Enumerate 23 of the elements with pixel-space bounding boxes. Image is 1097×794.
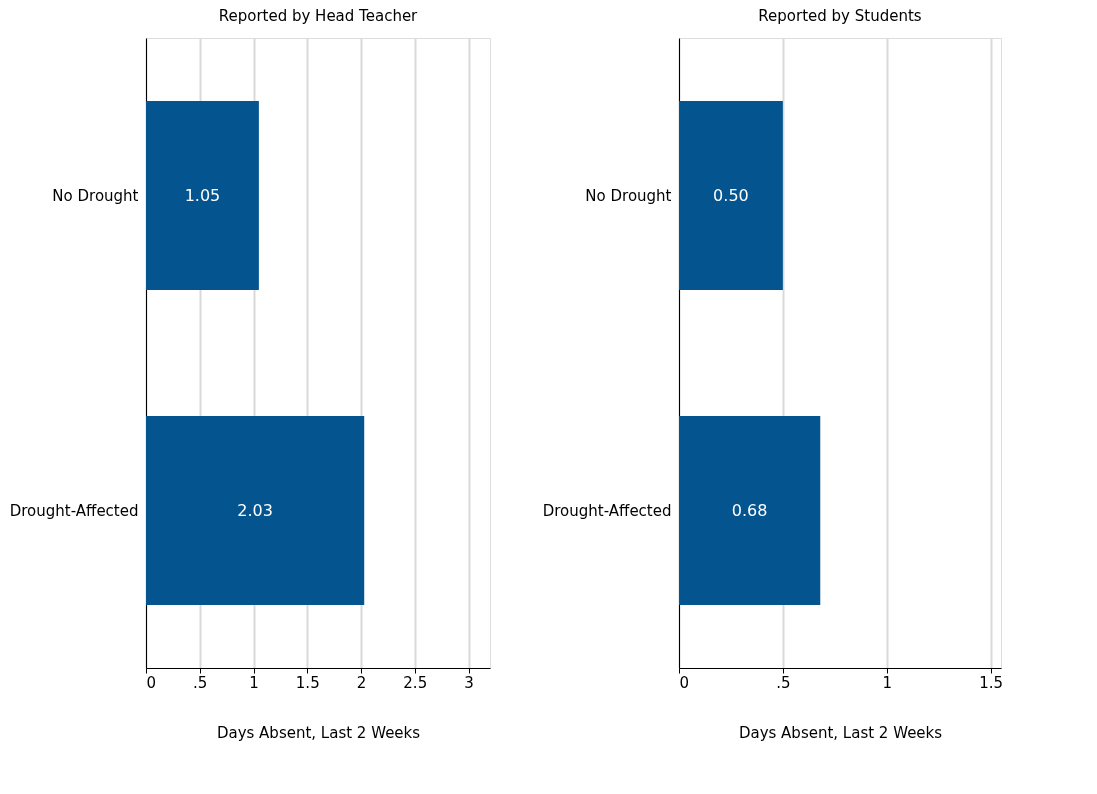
x-tick-label: 1 xyxy=(249,673,259,692)
x-tick-label: 2 xyxy=(356,673,367,692)
data-label: 2.03 xyxy=(237,500,273,520)
x-tick-label: 1 xyxy=(882,673,893,692)
x-axis-title: Days Absent, Last 2 Weeks xyxy=(738,723,943,742)
y-tick-label: No Drought xyxy=(52,186,139,205)
x-axis-title: Days Absent, Last 2 Weeks xyxy=(216,723,421,742)
chart-title: Reported by Head Teacher xyxy=(218,7,419,25)
x-tick-label: 3 xyxy=(464,673,474,692)
data-label: 0.68 xyxy=(731,500,768,520)
x-tick-label: 1.5 xyxy=(295,673,320,692)
x-tick-label: 0 xyxy=(146,673,157,692)
y-tick-label: Drought-Affected xyxy=(542,501,672,520)
x-tick-label: .5 xyxy=(193,673,208,692)
data-label: 0.50 xyxy=(713,185,749,205)
data-label: 1.05 xyxy=(184,185,221,205)
y-tick-label: No Drought xyxy=(585,186,672,205)
chart-title: Reported by Students xyxy=(758,7,922,25)
x-tick-label: 2.5 xyxy=(403,673,428,692)
x-tick-label: 0 xyxy=(679,673,690,692)
x-tick-label: .5 xyxy=(776,673,791,692)
x-tick-label: 1.5 xyxy=(979,673,1004,692)
y-tick-label: Drought-Affected xyxy=(9,501,139,520)
